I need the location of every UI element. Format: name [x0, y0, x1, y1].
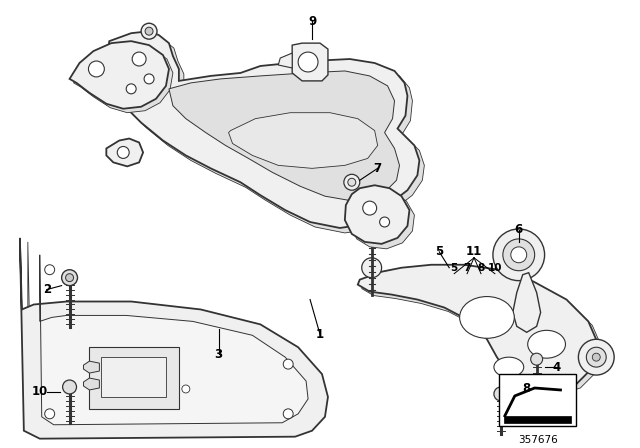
Circle shape	[592, 353, 600, 361]
Circle shape	[65, 274, 74, 282]
Polygon shape	[106, 138, 143, 166]
Text: 4: 4	[552, 361, 561, 374]
Text: 5: 5	[435, 246, 444, 258]
Circle shape	[117, 146, 129, 159]
Circle shape	[61, 270, 77, 286]
Text: 2: 2	[43, 283, 51, 296]
Polygon shape	[90, 347, 179, 409]
Circle shape	[126, 84, 136, 94]
Text: 11: 11	[466, 246, 482, 258]
Circle shape	[145, 27, 153, 35]
Text: 357676: 357676	[518, 435, 557, 445]
Circle shape	[182, 385, 190, 393]
Circle shape	[141, 23, 157, 39]
Polygon shape	[83, 378, 99, 390]
Ellipse shape	[528, 330, 566, 358]
Polygon shape	[345, 185, 410, 244]
Circle shape	[511, 247, 527, 263]
Text: 7: 7	[463, 263, 471, 273]
Polygon shape	[278, 53, 292, 68]
Text: 7: 7	[374, 162, 381, 175]
Ellipse shape	[494, 357, 524, 377]
Text: 1: 1	[316, 328, 324, 341]
Polygon shape	[169, 71, 399, 200]
Bar	[499, 374, 577, 426]
Text: 8: 8	[523, 383, 531, 396]
Circle shape	[344, 174, 360, 190]
Polygon shape	[28, 242, 322, 437]
Text: 6: 6	[515, 224, 523, 237]
Text: 10: 10	[31, 385, 48, 398]
Polygon shape	[362, 269, 602, 395]
Polygon shape	[20, 238, 328, 439]
Circle shape	[284, 409, 293, 419]
Circle shape	[144, 74, 154, 84]
Circle shape	[494, 387, 508, 401]
Polygon shape	[106, 31, 419, 228]
Text: 5: 5	[451, 263, 458, 273]
Circle shape	[579, 339, 614, 375]
Polygon shape	[40, 255, 308, 425]
Circle shape	[363, 201, 377, 215]
Text: 8: 8	[477, 263, 484, 273]
Polygon shape	[83, 361, 99, 373]
Circle shape	[63, 380, 77, 394]
Bar	[504, 416, 572, 423]
Text: 10: 10	[488, 263, 502, 273]
Circle shape	[531, 353, 543, 365]
Circle shape	[586, 347, 606, 367]
Circle shape	[493, 229, 545, 280]
Circle shape	[362, 258, 381, 278]
Ellipse shape	[460, 297, 515, 338]
Polygon shape	[101, 357, 166, 397]
Circle shape	[298, 52, 318, 72]
Circle shape	[348, 178, 356, 186]
Circle shape	[284, 359, 293, 369]
Polygon shape	[70, 41, 169, 109]
Text: 9: 9	[308, 15, 316, 28]
Circle shape	[503, 239, 534, 271]
Circle shape	[132, 52, 146, 66]
Polygon shape	[228, 113, 378, 168]
Polygon shape	[74, 45, 173, 113]
Circle shape	[45, 265, 54, 275]
Polygon shape	[358, 265, 598, 391]
Polygon shape	[292, 43, 328, 81]
Polygon shape	[513, 273, 541, 332]
Circle shape	[45, 409, 54, 419]
Circle shape	[88, 61, 104, 77]
Text: 3: 3	[214, 348, 223, 361]
Circle shape	[380, 217, 390, 227]
Polygon shape	[111, 36, 424, 233]
Polygon shape	[350, 190, 415, 249]
